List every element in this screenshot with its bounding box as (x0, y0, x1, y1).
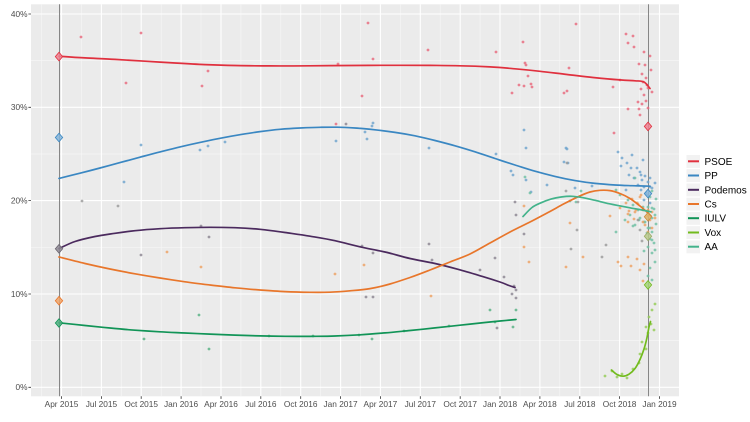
svg-text:Jul 2016: Jul 2016 (245, 399, 277, 409)
svg-text:AA: AA (705, 242, 719, 253)
svg-text:20%: 20% (11, 195, 28, 205)
svg-text:Oct 2016: Oct 2016 (284, 399, 318, 409)
svg-text:Jan 2017: Jan 2017 (324, 399, 359, 409)
svg-text:Jul 2017: Jul 2017 (405, 399, 437, 409)
svg-text:Oct 2018: Oct 2018 (603, 399, 637, 409)
svg-text:Apr 2017: Apr 2017 (364, 399, 398, 409)
svg-text:Apr 2018: Apr 2018 (523, 399, 557, 409)
svg-text:Vox: Vox (705, 228, 722, 239)
svg-text:10%: 10% (11, 289, 28, 299)
svg-text:Podemos: Podemos (705, 185, 747, 196)
svg-text:Apr 2015: Apr 2015 (45, 399, 79, 409)
svg-text:Jul 2015: Jul 2015 (86, 399, 118, 409)
svg-text:Jan 2018: Jan 2018 (483, 399, 518, 409)
svg-text:Cs: Cs (705, 200, 717, 211)
svg-text:Jan 2016: Jan 2016 (164, 399, 199, 409)
svg-text:Jul 2018: Jul 2018 (564, 399, 596, 409)
svg-text:IULV: IULV (705, 214, 727, 225)
svg-text:PSOE: PSOE (705, 157, 733, 168)
svg-text:0%: 0% (16, 382, 29, 392)
svg-text:Oct 2017: Oct 2017 (443, 399, 477, 409)
svg-text:40%: 40% (11, 9, 28, 19)
svg-text:Apr 2016: Apr 2016 (204, 399, 238, 409)
svg-text:30%: 30% (11, 102, 28, 112)
svg-text:PP: PP (705, 171, 719, 182)
svg-text:Jan 2019: Jan 2019 (642, 399, 677, 409)
svg-text:Oct 2015: Oct 2015 (124, 399, 158, 409)
